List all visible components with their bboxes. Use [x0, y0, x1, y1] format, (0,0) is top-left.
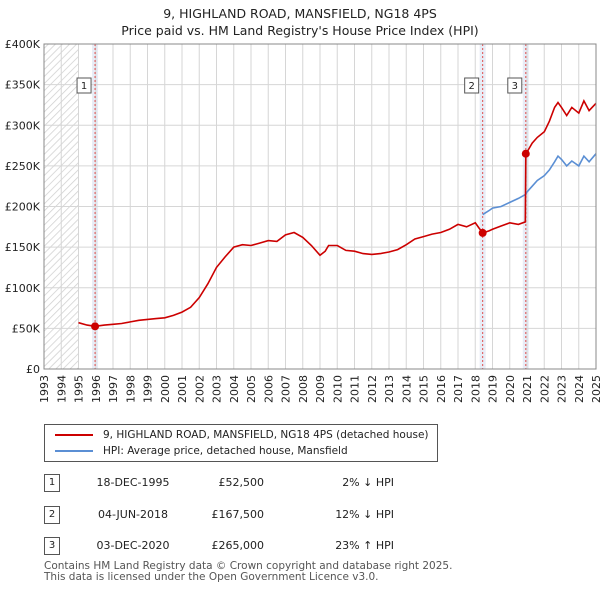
sale-label: 3: [512, 81, 518, 92]
y-tick-label: £250K: [5, 160, 41, 173]
x-tick-label: 2025: [590, 375, 600, 403]
x-tick-label: 2009: [314, 375, 327, 403]
footer-copyright: Contains HM Land Registry data © Crown c…: [44, 560, 453, 572]
sale-label: 2: [468, 81, 474, 92]
y-tick-label: £0: [26, 363, 40, 376]
legend-property: 9, HIGHLAND ROAD, MANSFIELD, NG18 4PS (d…: [55, 427, 429, 443]
plot-frame: [43, 43, 597, 370]
x-tick-label: 2010: [331, 375, 344, 403]
sale-number: 2: [44, 506, 60, 524]
x-tick-label: 2024: [573, 375, 586, 403]
sale-label: 1: [81, 81, 87, 92]
chart-title: 9, HIGHLAND ROAD, MANSFIELD, NG18 4PS: [163, 6, 437, 21]
sale-hpi-diff: 12% ↓ HPI: [335, 508, 394, 521]
sale-price: £52,500: [218, 476, 265, 489]
x-tick-label: 2001: [176, 375, 189, 403]
sale-date: 03-DEC-2020: [96, 539, 170, 552]
sale-row: 1 18-DEC-1995 £52,500 2% ↓ HPI: [44, 474, 544, 494]
x-tick-label: 2011: [349, 375, 362, 403]
x-tick-label: 2003: [211, 375, 224, 403]
x-tick-label: 2015: [418, 375, 431, 403]
x-tick-label: 2021: [521, 375, 534, 403]
x-tick-label: 2019: [487, 375, 500, 403]
x-tick-label: 2000: [159, 375, 172, 403]
sale-point: [521, 149, 530, 158]
sale-price: £265,000: [211, 539, 265, 552]
sale-number: 1: [44, 474, 60, 492]
x-tick-label: 1999: [142, 375, 155, 403]
hpi-line: [482, 153, 597, 216]
x-tick-label: 2013: [383, 375, 396, 403]
sale-date: 04-JUN-2018: [97, 508, 169, 521]
x-tick-label: 1995: [73, 375, 86, 403]
x-tick-label: 2007: [280, 375, 293, 403]
x-tick-label: 2022: [538, 375, 551, 403]
x-tick-label: 2016: [435, 375, 448, 403]
footer-licence: This data is licensed under the Open Gov…: [44, 571, 379, 583]
legend-property-label: 9, HIGHLAND ROAD, MANSFIELD, NG18 4PS (d…: [103, 429, 429, 441]
x-tick-label: 2008: [297, 375, 310, 403]
legend-property-swatch: [55, 434, 93, 436]
y-tick-label: £350K: [5, 79, 41, 92]
x-tick-label: 2017: [452, 375, 465, 403]
sale-label-box: [507, 77, 523, 94]
x-tick-label: 2014: [400, 375, 413, 403]
chart-subtitle: Price paid vs. HM Land Registry's House …: [121, 23, 479, 38]
sale-point: [478, 228, 487, 237]
x-tick-label: 1998: [124, 375, 137, 403]
legend-hpi: HPI: Average price, detached house, Mans…: [55, 443, 348, 459]
legend: 9, HIGHLAND ROAD, MANSFIELD, NG18 4PS (d…: [44, 424, 438, 462]
sale-label-box: [76, 77, 92, 94]
sale-hpi-diff: 2% ↓ HPI: [342, 476, 394, 489]
x-tick-label: 2004: [228, 375, 241, 403]
x-tick-label: 2012: [366, 375, 379, 403]
sale-label-box: [464, 77, 480, 94]
x-tick-label: 2023: [556, 375, 569, 403]
x-tick-label: 2002: [193, 375, 206, 403]
legend-hpi-label: HPI: Average price, detached house, Mans…: [103, 445, 348, 457]
sale-row: 3 03-DEC-2020 £265,000 23% ↑ HPI: [44, 537, 544, 557]
x-tick-label: 1994: [55, 375, 68, 403]
sale-number: 3: [44, 537, 60, 555]
y-tick-label: £50K: [12, 322, 41, 335]
x-tick-label: 1996: [90, 375, 103, 403]
x-tick-label: 2006: [262, 375, 275, 403]
legend-hpi-swatch: [55, 450, 93, 452]
x-tick-label: 1993: [38, 375, 51, 403]
sale-row: 2 04-JUN-2018 £167,500 12% ↓ HPI: [44, 506, 544, 526]
y-tick-label: £300K: [5, 119, 41, 132]
y-tick-label: £150K: [5, 241, 41, 254]
y-tick-label: £100K: [5, 282, 41, 295]
y-tick-label: £400K: [5, 38, 41, 51]
sale-date: 18-DEC-1995: [96, 476, 170, 489]
footer: Contains HM Land Registry data © Crown c…: [44, 561, 452, 583]
x-tick-label: 2018: [469, 375, 482, 403]
sale-point: [91, 322, 100, 331]
x-tick-label: 1997: [107, 375, 120, 403]
x-tick-label: 2020: [504, 375, 517, 403]
sale-hpi-diff: 23% ↑ HPI: [335, 539, 394, 552]
sale-price: £167,500: [211, 508, 265, 521]
price-chart: £0 £50K £100K £150K £200K £250K £300K £350K £400…: [5, 38, 600, 403]
y-tick-label: £200K: [5, 201, 41, 214]
x-tick-label: 2005: [245, 375, 258, 403]
property-price-line: [78, 99, 597, 328]
